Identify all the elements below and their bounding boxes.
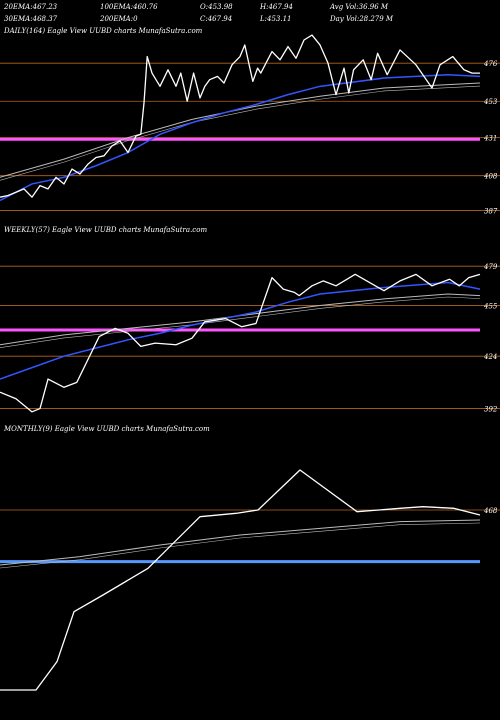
monthly-chart-panel: MONTHLY(9) Eagle View UUBD charts Munafa… [0,425,500,691]
weekly-tick-label: 479 [483,263,498,271]
monthly-ema-gray-line [0,519,481,566]
weekly-chart-title: WEEKLY(57) Eagle View UUBD charts Munafa… [4,226,207,234]
monthly-ema-gray-line-2 [0,522,481,569]
daily-tick-label: 453 [483,98,498,106]
weekly-tick-label: 424 [483,353,497,361]
weekly-chart-panel: WEEKLY(57) Eagle View UUBD charts Munafa… [0,226,500,414]
daily-ema-gray-line-2 [0,85,481,181]
daily-ema-blue-line [0,73,481,202]
weekly-ema-gray-line-2 [0,296,481,349]
daily-tick-label: 408 [483,173,498,181]
daily-price-line [0,34,480,198]
stat-avg-vol: Avg Vol:36.96 M [329,3,389,11]
stat-20ema: 20EMA:467.23 [3,3,58,11]
daily-chart-panel: DAILY(164) Eagle View UUBD charts Munafa… [0,27,500,215]
stat-100ema: 100EMA:460.76 [100,3,158,11]
stat-high: H:467.94 [259,3,293,11]
daily-chart-title: DAILY(164) Eagle View UUBD charts Munafa… [3,27,203,35]
stat-30ema: 30EMA:468.37 [4,15,58,23]
stat-close: C:467.94 [200,15,232,23]
weekly-tick-label: 392 [484,406,498,414]
weekly-ema-gray-line [0,293,481,346]
daily-tick-label: 431 [483,135,497,143]
stat-day-vol: Day Vol:28.279 M [329,15,394,23]
monthly-tick-label: 468 [483,507,498,515]
stat-low: L:453.11 [259,15,292,23]
weekly-tick-label: 455 [483,302,498,310]
monthly-price-line [0,469,481,691]
daily-tick-label: 476 [483,60,498,68]
stat-open: O:453.98 [200,3,233,11]
header-stats: 20EMA:467.23 100EMA:460.76 O:453.98 H:46… [3,3,394,23]
daily-tick-label: 387 [484,207,498,215]
stat-200ema: 200EMA:0 [99,15,138,23]
daily-ema-gray-line [0,82,481,178]
monthly-chart-title: MONTHLY(9) Eagle View UUBD charts Munafa… [3,425,210,433]
weekly-price-line [0,273,481,413]
